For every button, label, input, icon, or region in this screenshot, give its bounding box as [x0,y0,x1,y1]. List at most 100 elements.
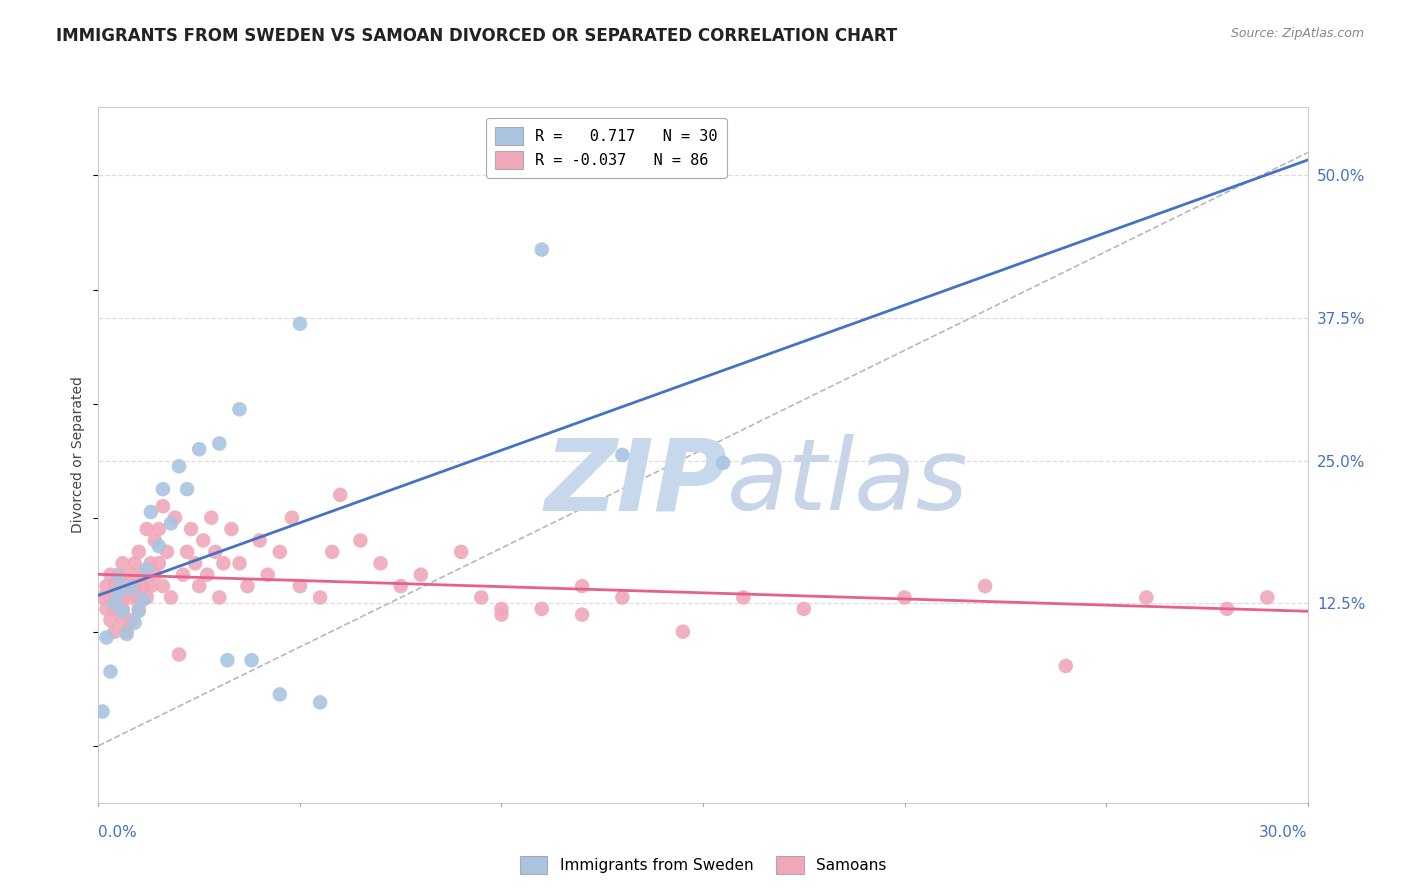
Point [107,570,129,584]
Point [269,688,291,702]
Point [120,567,142,582]
Point [212,556,235,570]
Point [180,522,202,536]
Point [470,591,492,605]
Point [96,602,118,616]
Point [530,602,553,616]
Point [221,522,243,536]
Point [103,591,125,605]
Point [409,567,432,582]
Point [132,592,155,607]
Point [184,556,207,570]
Point [491,602,513,616]
Point [100,567,122,582]
Point [152,500,174,514]
Point [156,545,179,559]
Y-axis label: Divorced or Separated: Divorced or Separated [72,376,86,533]
Point [124,615,146,630]
Point [1216,602,1239,616]
Text: IMMIGRANTS FROM SWEDEN VS SAMOAN DIVORCED OR SEPARATED CORRELATION CHART: IMMIGRANTS FROM SWEDEN VS SAMOAN DIVORCE… [56,27,897,45]
Point [135,591,157,605]
Point [103,602,125,616]
Point [132,567,155,582]
Point [143,533,166,548]
Point [188,579,211,593]
Text: 30.0%: 30.0% [1260,825,1308,840]
Point [571,579,593,593]
Point [111,613,134,627]
Point [111,591,134,605]
Point [370,556,392,570]
Point [672,624,695,639]
Point [974,579,997,593]
Point [124,579,146,593]
Point [612,591,634,605]
Point [111,604,134,618]
Point [143,567,166,582]
Point [132,579,155,593]
Point [172,567,194,582]
Point [208,591,231,605]
Point [167,648,190,662]
Point [96,579,118,593]
Point [120,591,142,605]
Point [163,510,186,524]
Point [793,602,815,616]
Point [103,596,125,610]
Point [135,562,157,576]
Point [103,624,125,639]
Point [288,579,311,593]
Text: atlas: atlas [727,434,969,532]
Point [349,533,371,548]
Point [115,627,138,641]
Point [103,579,125,593]
Point [491,607,513,622]
Point [450,545,472,559]
Point [1135,591,1157,605]
Point [115,579,138,593]
Point [195,567,218,582]
Point [111,556,134,570]
Point [228,556,250,570]
Text: ZIP: ZIP [544,434,727,532]
Point [120,582,142,596]
Point [128,591,150,605]
Point [530,243,553,257]
Point [309,695,332,709]
Point [100,591,122,605]
Point [124,556,146,570]
Point [148,539,170,553]
Point [571,607,593,622]
Point [128,545,150,559]
Text: Source: ZipAtlas.com: Source: ZipAtlas.com [1230,27,1364,40]
Point [176,482,198,496]
Point [217,653,239,667]
Point [240,653,263,667]
Point [281,510,304,524]
Point [1256,591,1278,605]
Point [115,624,138,639]
Point [269,545,291,559]
Point [236,579,259,593]
Point [321,545,343,559]
Point [139,556,162,570]
Point [152,482,174,496]
Point [288,317,311,331]
Point [1054,659,1077,673]
Point [107,567,129,582]
Point [100,665,122,679]
Text: 0.0%: 0.0% [98,825,138,840]
Point [612,448,634,462]
Point [309,591,332,605]
Point [167,459,190,474]
Point [148,522,170,536]
Point [91,591,114,605]
Point [160,516,183,531]
Point [200,510,222,524]
Point [128,604,150,618]
Point [160,591,183,605]
Point [249,533,271,548]
Legend: Immigrants from Sweden, Samoans: Immigrants from Sweden, Samoans [513,850,893,880]
Point [733,591,755,605]
Point [107,602,129,616]
